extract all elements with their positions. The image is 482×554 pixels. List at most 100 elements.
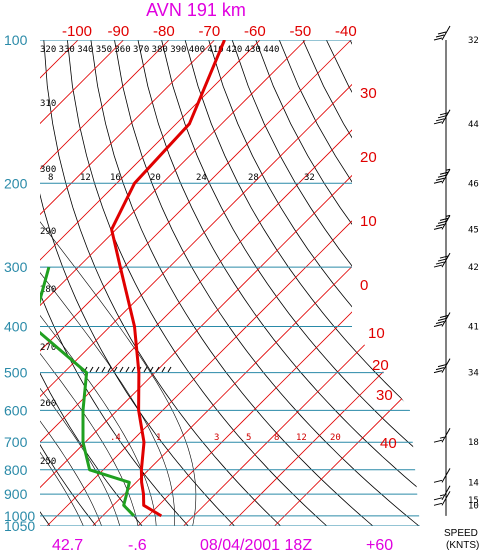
pressure-label-900: 900 (4, 486, 28, 502)
moist-adiabats (40, 40, 197, 526)
theta-label: 410 (207, 45, 223, 55)
left-theta-label: 260 (40, 399, 56, 409)
wind-speed-label: 14 (468, 478, 479, 488)
isotherm (40, 40, 124, 526)
level-tick (101, 366, 106, 373)
top-temp-label: -60 (244, 23, 266, 40)
theta-label: 320 (40, 45, 56, 55)
wind-barb (433, 468, 451, 483)
top-temp-label: -80 (153, 23, 175, 40)
dry-adiabat (208, 40, 420, 526)
theta-label: 440 (263, 45, 279, 55)
isotherms (40, 40, 420, 526)
temperature-line (110, 40, 226, 518)
isotherm (228, 40, 420, 526)
pressure-label-400: 400 (4, 319, 28, 335)
dry-adiabats (40, 40, 420, 526)
dry-adiabat (40, 40, 189, 526)
mixing-ratio-label-bottom: 20 (330, 433, 341, 443)
dry-adiabat (231, 40, 420, 526)
moist-adiabat (40, 40, 197, 526)
mixing-ratio-label-bottom: 12 (296, 433, 307, 443)
pressure-label-1000: 1000 (4, 508, 35, 524)
pressure-label-300: 300 (4, 259, 28, 275)
footer-forecast-hour: +60 (366, 537, 393, 554)
dry-adiabat (114, 40, 420, 526)
pressure-label-100: 100 (4, 32, 28, 48)
left-theta-label: 250 (40, 457, 56, 467)
wind-barb (433, 25, 451, 41)
dry-adiabat (184, 40, 420, 526)
right-temp-label: 10 (368, 325, 385, 342)
mixing-ratio-label: 32 (304, 173, 315, 183)
wind-barb (433, 312, 451, 328)
top-temp-label: -50 (290, 23, 312, 40)
dry-adiabat (40, 40, 235, 526)
theta-label: 330 (59, 45, 75, 55)
wind-speed-label: 10 (468, 501, 479, 511)
level-tick (95, 366, 100, 373)
mixing-ratio-label: 16 (110, 173, 121, 183)
level-tick (149, 366, 154, 373)
dry-adiabat (137, 40, 420, 526)
dry-adiabat (67, 40, 328, 526)
isotherm (40, 40, 306, 526)
moist-adiabat (40, 40, 121, 526)
wind-barb (433, 358, 451, 374)
wind-barb (433, 109, 451, 125)
level-tick (155, 366, 160, 373)
theta-label: 420 (226, 45, 242, 55)
dry-adiabat (326, 40, 420, 526)
dry-adiabat (278, 40, 420, 526)
pressure-label-1050: 1050 (4, 518, 35, 534)
wind-barb (433, 214, 451, 230)
wind-speed-label: 34 (468, 369, 479, 379)
axis-labels: 10020030040050060070080090010001050-100-… (4, 23, 397, 534)
speed-units-label: (KNTS) (446, 540, 479, 551)
wind-speed-label: 32 (468, 36, 479, 46)
pressure-label-700: 700 (4, 434, 28, 450)
mixing-ratio-label: 24 (196, 173, 207, 183)
speed-label: SPEED (444, 528, 478, 539)
theta-label: 380 (152, 45, 168, 55)
wind-speed-label: 18 (468, 438, 479, 448)
theta-label: 350 (96, 45, 112, 55)
moist-adiabat (40, 40, 102, 526)
level-tick (125, 366, 130, 373)
isotherm (92, 40, 420, 526)
dry-adiabat (302, 40, 420, 526)
isotherm (40, 40, 170, 526)
wind-speed-label: 44 (468, 120, 479, 130)
mixing-ratio-label-bottom: 5 (246, 433, 251, 443)
theta-label: 430 (245, 45, 261, 55)
theta-label: 340 (77, 45, 93, 55)
mixing-ratio-label: 20 (150, 173, 161, 183)
left-theta-label: 290 (40, 227, 56, 237)
left-theta-label: 310 (40, 99, 56, 109)
isotherm (40, 40, 79, 526)
isotherm (183, 40, 420, 526)
dry-adiabat (40, 40, 143, 526)
level-tick (161, 366, 166, 373)
wind-barb (433, 427, 451, 443)
level-tick (119, 366, 124, 373)
pressure-label-200: 200 (4, 175, 28, 191)
right-temp-label: 30 (376, 387, 393, 404)
theta-label: 370 (133, 45, 149, 55)
moist-adiabat (40, 40, 176, 526)
chart-title: AVN 191 km (146, 0, 246, 20)
pressure-label-800: 800 (4, 462, 28, 478)
dry-adiabat (40, 40, 51, 526)
dry-adiabat (43, 40, 281, 526)
right-temp-label: 10 (360, 213, 377, 230)
right-temp-label: 30 (360, 85, 377, 102)
wind-speed-label: 45 (468, 225, 479, 235)
right-temp-label: 20 (372, 357, 389, 374)
level-tick (107, 366, 112, 373)
wind-barb (433, 485, 451, 501)
left-theta-label: 270 (40, 343, 56, 353)
isotherm (40, 40, 397, 526)
footer-lat: 42.7 (52, 537, 83, 554)
isotherm (40, 40, 420, 526)
